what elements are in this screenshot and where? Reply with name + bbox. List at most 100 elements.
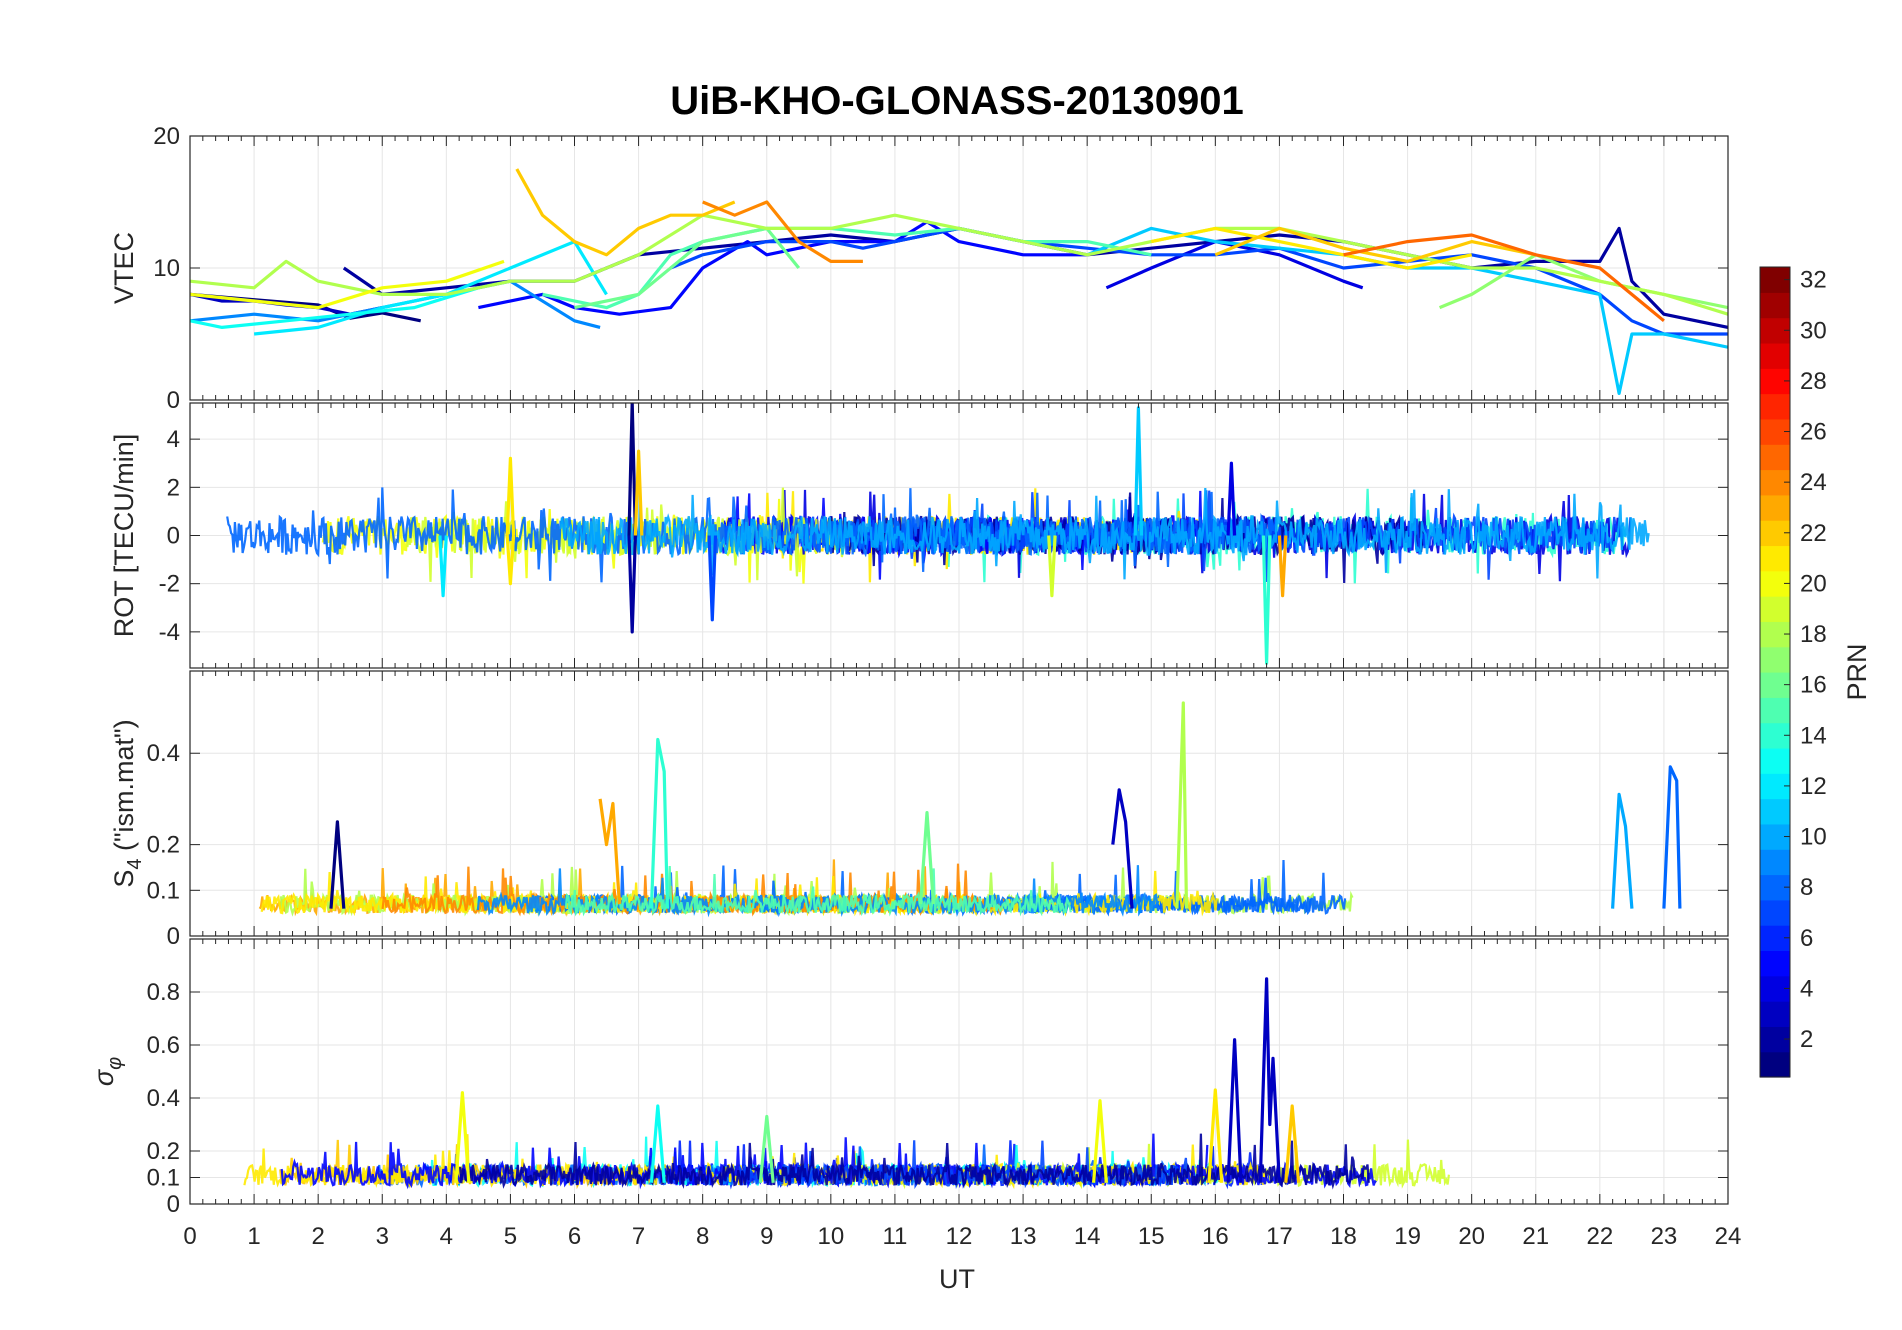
x-tick-label: 7 (632, 1223, 645, 1250)
y-tick-label: 0 (167, 923, 180, 950)
colorbar-tick-label: 26 (1800, 419, 1827, 446)
series-line-prn-1 (627, 403, 637, 536)
data-lines (190, 168, 1728, 395)
x-tick-label: 19 (1394, 1223, 1421, 1250)
colorbar-swatch (1760, 494, 1790, 521)
y-tick-label: 0 (167, 523, 180, 550)
y-tick-label: -2 (159, 571, 180, 598)
data-lines (226, 403, 1650, 665)
series-line-prn-20 (190, 259, 505, 310)
series-line-prn-16 (919, 810, 935, 905)
colorbar-tick-label: 12 (1800, 773, 1827, 800)
series-line-prn-21 (1207, 1088, 1224, 1183)
series-noise-line (564, 865, 1072, 917)
x-tick-label: 16 (1202, 1223, 1229, 1250)
series-line-prn-21 (505, 535, 516, 586)
panel-2: -4 -2 0 2 4 ROT [TECU/min] (109, 402, 1729, 669)
series-line-prn-18 (1175, 701, 1189, 909)
series-line-prn-16 (758, 1114, 775, 1183)
x-tick-label: 1 (247, 1223, 260, 1250)
y-tick-label: 0.4 (147, 1085, 180, 1112)
x-tick-label: 24 (1715, 1223, 1742, 1250)
colorbar-swatch (1760, 545, 1790, 572)
series-noise-line (559, 487, 1650, 580)
x-tick-label: 12 (946, 1223, 973, 1250)
colorbar-tick-label: 32 (1800, 267, 1827, 294)
series-line-prn-20 (1092, 1099, 1108, 1183)
y-tick-label: 10 (153, 255, 180, 282)
data-lines (258, 701, 1682, 918)
colorbar-tick-label: 30 (1800, 317, 1827, 344)
series-line-prn-1 (329, 820, 346, 909)
x-tick-label: 23 (1651, 1223, 1678, 1250)
series-line-prn-4 (1105, 240, 1364, 290)
y-tick-label: 0.2 (147, 1138, 180, 1165)
series-noise-line (280, 1137, 1377, 1190)
y-axis-label: S4 ("ism.mat") (109, 719, 146, 887)
x-tick-label: 3 (376, 1223, 389, 1250)
x-tick-label: 6 (568, 1223, 581, 1250)
series-line-prn-19 (1047, 535, 1057, 598)
colorbar-swatch (1760, 292, 1790, 319)
colorbar-swatch (1760, 899, 1790, 926)
colorbar-tick-label: 10 (1800, 824, 1827, 851)
y-axis-label: ROT [TECU/min] (109, 434, 139, 638)
x-tick-label: 20 (1458, 1223, 1485, 1250)
series-line-prn-20 (454, 1091, 471, 1183)
colorbar-tick-label: 22 (1800, 520, 1827, 547)
series-line-prn-23 (1277, 535, 1288, 598)
series-line-prn-25 (1343, 233, 1665, 323)
series-line-prn-13 (190, 286, 479, 329)
y-tick-label: 0.1 (147, 877, 180, 904)
x-tick-label: 8 (696, 1223, 709, 1250)
x-tick-label: 0 (183, 1223, 196, 1250)
series-line-prn-14 (649, 737, 669, 909)
series-line-prn-12 (438, 535, 448, 598)
colorbar-tick-label: 24 (1800, 469, 1827, 496)
x-tick-label: 11 (882, 1223, 907, 1250)
y-tick-label: 0.2 (147, 832, 180, 859)
y-axis-label: VTEC (109, 232, 139, 304)
colorbar-swatch (1760, 646, 1790, 673)
colorbar-tick-label: 28 (1800, 368, 1827, 395)
x-tick-label: 5 (504, 1223, 517, 1250)
colorbar-frame (1759, 266, 1791, 1078)
series-line-prn-3 (1226, 1038, 1243, 1183)
colorbar-tick-label: 8 (1800, 874, 1813, 901)
colorbar-swatch (1760, 393, 1790, 420)
colorbar-swatch (1760, 1051, 1790, 1078)
y-axis-label: σφ (89, 1057, 126, 1086)
series-line-prn-5 (478, 220, 1088, 316)
y-tick-label: 0.1 (147, 1165, 180, 1192)
series-line-prn-7 (669, 226, 1728, 336)
colorbar-swatch (1760, 747, 1790, 774)
colorbar-swatch (1760, 342, 1790, 369)
colorbar-tick-label: 20 (1800, 570, 1827, 597)
colorbar-tick-label: 6 (1800, 925, 1813, 952)
series-line-prn-18 (190, 213, 1728, 316)
series-line-prn-23 (598, 798, 621, 905)
chart-title: UiB-KHO-GLONASS-20130901 (670, 79, 1244, 123)
y-tick-label: 20 (153, 123, 180, 150)
y-tick-label: 0.8 (147, 979, 180, 1006)
x-tick-label: 2 (311, 1223, 324, 1250)
series-line-prn-7 (707, 535, 718, 622)
y-tick-label: 2 (167, 474, 180, 501)
series-line-prn-13 (649, 1104, 666, 1183)
x-tick-label: 13 (1010, 1223, 1037, 1250)
colorbar-label: PRN (1842, 643, 1872, 700)
y-tick-label: 0 (167, 1191, 180, 1218)
series-line-prn-3 (1111, 788, 1134, 909)
x-tick-label: 9 (760, 1223, 773, 1250)
series-line-prn-8 (1662, 765, 1682, 909)
x-tick-label: 17 (1266, 1223, 1293, 1250)
series-line-prn-24 (702, 200, 863, 263)
y-tick-label: 0 (167, 387, 180, 414)
colorbar-tick-label: 4 (1800, 975, 1813, 1002)
colorbar-tick-label: 16 (1800, 672, 1827, 699)
series-line-prn-22 (1214, 226, 1537, 263)
panel-3: 0 0.1 0.2 0.4S4 ("ism.mat") (109, 670, 1729, 950)
